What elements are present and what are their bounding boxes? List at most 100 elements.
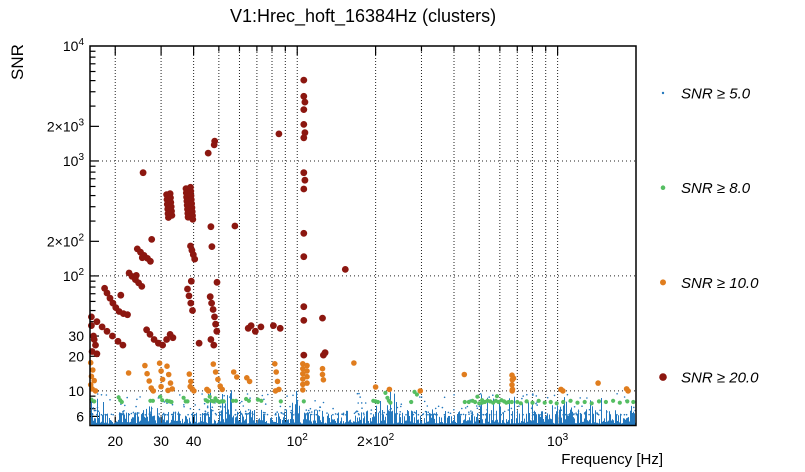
noise-dot (229, 396, 231, 398)
noise-dot (606, 411, 608, 413)
noise-dot (179, 414, 181, 416)
noise-dot (466, 405, 469, 408)
x-axis-title: Frequency [Hz] (561, 451, 663, 468)
legend-marker-icon (661, 91, 665, 95)
noise-dot (332, 413, 334, 416)
noise-dot (206, 405, 209, 408)
data-point (321, 349, 329, 357)
noise-dot (96, 413, 98, 416)
noise-dot (100, 413, 103, 416)
noise-dot (356, 392, 359, 395)
noise-dot (567, 414, 569, 416)
noise-dot (253, 413, 255, 416)
noise-dot (132, 411, 135, 414)
noise-dot (499, 414, 502, 416)
noise-dot (532, 411, 534, 414)
tick-label: 104 (63, 37, 85, 54)
noise-dot (532, 394, 534, 396)
data-point (165, 371, 172, 378)
noise-dot (246, 393, 249, 395)
noise-dot (267, 393, 269, 396)
data-point (304, 362, 310, 369)
noise-dot (121, 413, 123, 416)
data-point (189, 216, 197, 223)
noise-dot (530, 407, 533, 410)
data-point (270, 322, 277, 329)
noise-dot (158, 413, 160, 415)
noise-dot (396, 406, 399, 409)
noise-dot (227, 409, 229, 411)
data-point (160, 398, 165, 403)
noise-dot (476, 407, 479, 410)
noise-dot (358, 392, 360, 395)
noise-dot (122, 412, 124, 414)
noise-dot (234, 413, 237, 416)
data-point (98, 323, 106, 331)
noise-dot (425, 414, 428, 416)
noise-dot (437, 405, 440, 408)
data-point (554, 401, 559, 406)
noise-dot (623, 413, 626, 416)
data-point (211, 313, 218, 321)
data-point (150, 388, 157, 394)
noise-dot (296, 399, 299, 402)
noise-dot (479, 393, 482, 395)
noise-dot (221, 410, 223, 412)
noise-band-columns (91, 390, 636, 426)
noise-dot (293, 414, 295, 416)
noise-dot (262, 411, 265, 414)
data-point (246, 378, 253, 385)
noise-dot (616, 393, 618, 395)
legend-label: SNR ≥ 20.0 (681, 370, 759, 387)
data-point (301, 129, 309, 137)
data-point (205, 399, 210, 404)
noise-dot (326, 412, 328, 414)
noise-dot (405, 413, 407, 416)
data-point (230, 398, 235, 403)
noise-dot (292, 394, 294, 397)
noise-dot (294, 412, 297, 415)
data-point (167, 380, 174, 386)
noise-dot (289, 405, 291, 408)
noise-dot (433, 413, 436, 415)
noise-dot (341, 413, 343, 416)
noise-dot (449, 412, 452, 415)
data-point (150, 398, 155, 403)
noise-dot (313, 413, 316, 416)
noise-dot (470, 412, 473, 414)
data-point (278, 399, 283, 404)
data-point (181, 395, 186, 400)
data-point (93, 318, 101, 326)
noise-dot (554, 407, 556, 409)
tick-label: 103 (547, 432, 569, 449)
noise-dot (546, 396, 549, 399)
data-point (300, 76, 308, 84)
noise-dot (441, 406, 444, 409)
noise-dot (396, 412, 398, 415)
data-point (103, 327, 111, 335)
data-point (568, 398, 573, 403)
legend-item: SNR ≥ 5.0 (661, 86, 751, 103)
noise-dot (620, 414, 622, 416)
noise-dot (210, 413, 213, 416)
noise-dot (460, 413, 462, 416)
noise-dot (334, 413, 337, 415)
noise-dot (136, 398, 138, 401)
data-point (274, 378, 281, 385)
noise-dot (488, 396, 491, 398)
noise-dot (194, 404, 196, 406)
series-snr8 (89, 389, 636, 406)
noise-dot (308, 411, 311, 414)
data-point (494, 394, 500, 399)
data-point (625, 399, 630, 404)
noise-dot (307, 409, 310, 412)
data-point (414, 392, 419, 397)
noise-dot (124, 404, 126, 407)
tick-label: 2×102 (357, 432, 395, 449)
data-point (272, 361, 278, 367)
noise-dot (251, 412, 254, 415)
data-point (515, 399, 520, 405)
data-point (88, 313, 95, 321)
data-point (304, 368, 310, 374)
noise-dot (566, 393, 569, 396)
